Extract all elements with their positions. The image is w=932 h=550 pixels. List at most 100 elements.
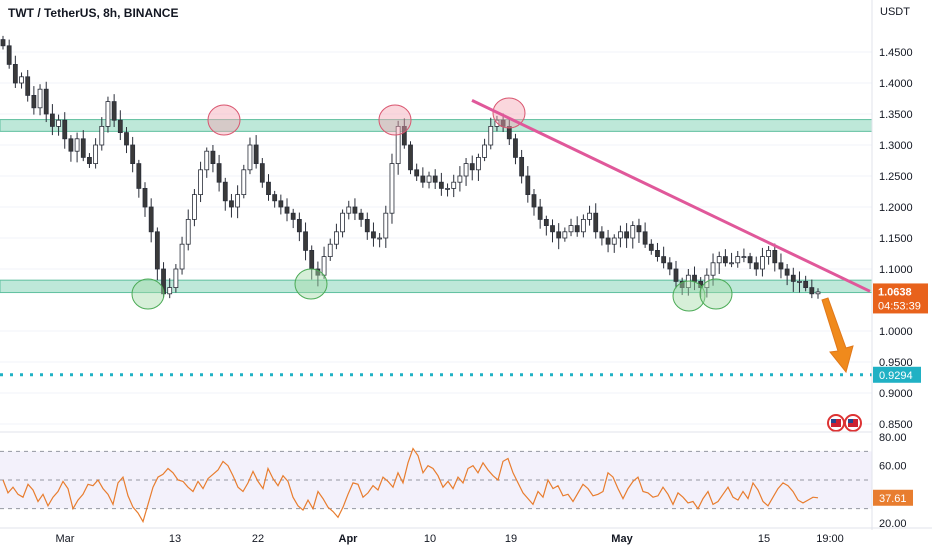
candle-body [531,194,537,208]
candle-body [655,249,660,257]
price-tick-label: 0.9500 [879,357,913,369]
time-tick-label: 10 [424,533,436,545]
candle-body [222,181,228,202]
support-touch-circle [699,278,733,310]
candle-body [334,231,339,245]
rsi-tick-label: 80.00 [879,432,907,444]
price-tick-label: 1.1000 [879,264,913,276]
price-tick-label: 1.3000 [879,140,913,152]
candle-body [451,181,457,189]
candle-body [68,138,74,152]
candle-body [37,88,43,109]
us-flag-icon-canton [848,419,853,423]
candle-body [438,181,444,189]
time-tick-label: 15 [758,533,770,545]
overlays [0,97,872,432]
candle-body [173,268,179,289]
candle-body [321,256,327,276]
candle-body [395,126,401,165]
candles [0,35,821,299]
candle-body [408,144,413,171]
candle-body [229,200,234,208]
chart-title: TWT / TetherUS, 8h, BINANCE [8,6,178,20]
candle-body [574,225,580,233]
candle-body [0,39,6,47]
candle-body [247,144,253,171]
candle-body [210,150,216,164]
rsi-value-label: 37.61 [879,493,907,505]
price-tick-label: 1.4500 [879,47,913,59]
price-tick-label: 1.2000 [879,202,913,214]
candle-body [488,126,494,146]
target-price-badge [873,366,921,383]
candle-body [296,218,302,233]
price-tick-label: 0.8500 [879,419,913,431]
candle-body [315,268,321,276]
candle-body [624,231,629,239]
candle-body [414,169,420,177]
candle-body [352,206,358,214]
candle-body [111,101,117,121]
candle-body [130,144,136,165]
candle-body [797,280,802,283]
candle-body [204,150,210,171]
candle-body [630,225,636,239]
time-tick-label: Mar [56,533,75,545]
candle-body [136,163,142,189]
candle-body [772,249,778,264]
candle-body [809,287,815,295]
candle-body [506,126,512,140]
candle-body [93,144,99,165]
candle-body [154,231,160,270]
candle-body [43,88,49,115]
candle-body [179,243,185,270]
rsi-tick-label: 20.00 [879,518,907,530]
current-price-badge [873,283,928,314]
candle-body [611,237,617,245]
candle-body [482,144,487,158]
price-tick-label: 0.9000 [879,388,913,400]
candle-body [426,175,432,183]
candle-body [6,45,12,65]
rsi-line [2,447,819,524]
candle-body [500,119,506,127]
candle-body [790,274,796,282]
price-tick-label: 1.1500 [879,233,913,245]
resistance-touch-circle [207,104,241,136]
candle-body [198,169,203,196]
time-tick-label: 19 [505,533,517,545]
candle-body [389,163,395,214]
candle-body [753,262,759,270]
candle-body [235,194,241,208]
candle-body [346,206,352,214]
countdown-label: 04:53:39 [878,300,921,312]
candle-body [358,212,364,220]
candle-body [648,243,654,251]
candle-body [272,194,278,202]
zone-support [0,279,873,294]
candle-body [31,95,37,109]
price-tick-label: 1.4000 [879,78,913,90]
time-tick-label: 22 [252,533,264,545]
candle-body [62,119,68,140]
candle-body [735,256,741,264]
candle-body [284,206,290,214]
candle-body [105,101,111,127]
candle-body [56,119,61,127]
candle-body [99,126,105,146]
candle-body [445,187,450,190]
price-axis: 1.4500 1.4000 1.3500 1.3000 1.2500 1.2000 1.15… [871,0,928,530]
candle-body [741,256,747,259]
candle-body [513,138,518,158]
candle-body [192,194,197,220]
candle-body [679,280,685,288]
candle-body [142,187,148,208]
time-tick-label: May [611,533,633,545]
candle-body [692,274,697,282]
candle-body [25,76,31,96]
candle-body [117,119,123,133]
candle-body [340,212,345,233]
candle-body [543,218,549,226]
candle-body [19,76,24,84]
